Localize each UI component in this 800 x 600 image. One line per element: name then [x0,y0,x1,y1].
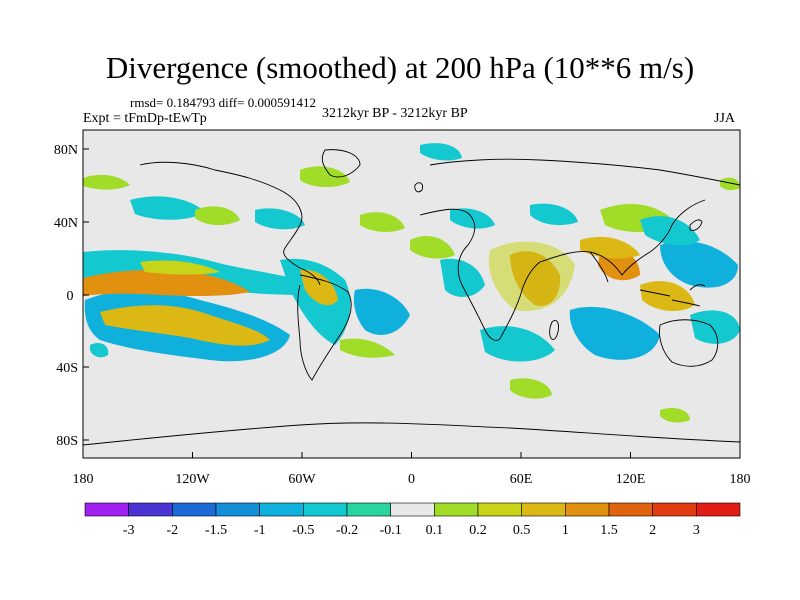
yellow-region-africa [488,241,575,311]
teal-region-south-pacific-west [690,310,740,344]
green-region-southern-ocean-east [660,408,690,423]
x-tick-label: 60E [510,472,533,487]
teal-region-south-atlantic [353,288,410,335]
teal-region-north-america [255,208,305,230]
colorbar-swatch [477,502,522,517]
teal-region-atlantic [280,258,351,345]
colorbar-label: -1 [254,523,266,538]
teal-region-north-pacific [130,196,205,220]
x-tick-label: 120W [175,472,210,487]
colorbar-label: -0.5 [292,523,314,538]
colorbar-label: 1 [562,523,569,538]
x-tick-label: 180 [73,472,94,487]
teal-region-asia [530,203,578,226]
teal-region-south-indian [480,326,555,362]
green-region-arctic-east [720,177,740,191]
colorbar-label: -1.5 [205,523,227,538]
colorbar-swatch [434,502,479,517]
colorbar-swatch [84,502,129,517]
y-tick-label: 0 [67,289,74,304]
x-tick-label: 0 [408,472,415,487]
teal-region-africa [440,258,485,297]
colorbar-swatch [652,502,697,517]
coastlines [83,149,740,446]
colorbar-swatch [172,502,217,517]
y-ticks [83,148,89,441]
colorbar-label: -0.2 [336,523,358,538]
colorbar-label: 3 [693,523,700,538]
colorbar-label: 2 [649,523,656,538]
colorbar-swatch [259,502,304,517]
colorbar-swatch [565,502,610,517]
colorbar-label: -0.1 [380,523,402,538]
x-ticks [82,452,741,458]
y-tick-label: 40S [56,361,78,376]
colorbar-label: 0.2 [469,523,487,538]
teal-region-indian-ocean [569,306,660,360]
colorbar-swatch [346,502,391,517]
y-tick-label: 80S [56,434,78,449]
chart-title: Divergence (smoothed) at 200 hPa (10**6 … [105,50,695,85]
green-region-arctic-west [83,174,130,190]
season-label: JJA [714,111,736,126]
period-label: 3212kyr BP - 3212kyr BP [322,106,468,121]
colorbar-swatch [303,502,348,517]
y-tick-label: 40N [54,216,78,231]
green-region-southern-ocean [510,378,552,399]
x-tick-label: 180 [730,472,751,487]
orange-band-pacific-south [100,305,270,346]
colorbar-label: 1.5 [600,523,618,538]
colorbar-swatch [608,502,653,517]
colorbar-label: -2 [166,523,178,538]
colorbar-label: -3 [123,523,135,538]
rmsd-diff-stats: rmsd= 0.184793 diff= 0.000591412 [130,95,316,110]
colorbar: -3 -2 -1.5 -1 -0.5 -0.2 -0.1 0.1 0.2 0.5 1 1.5 2 3 [84,502,741,538]
yellow-region-atlantic [300,269,338,306]
colorbar-swatch [128,502,173,517]
colorbar-label: 0.1 [426,523,444,538]
teal-region-southern-ocean [90,343,109,358]
divergence-field [83,143,740,423]
green-region-greenland [300,166,350,188]
experiment-label: Expt = tFmDp-tEwTp [83,111,207,126]
colorbar-swatch [521,502,566,517]
colorbar-swatch [390,502,435,517]
yellow-region-maritime [640,281,695,312]
yellow-band-pacific-equator [140,260,220,275]
colorbar-swatch [215,502,260,517]
green-region-north-atlantic [360,212,405,232]
orange-band-pacific-equator [83,270,250,296]
colorbar-swatch [696,502,741,517]
green-region-north-pacific [195,206,240,226]
colorbar-label: 0.5 [513,523,531,538]
teal-region-arctic [420,143,462,161]
x-tick-label: 60W [288,472,316,487]
teal-region-west-pacific [660,241,738,288]
x-tick-label: 120E [616,472,646,487]
y-tick-label: 80N [54,143,78,158]
teal-region-east-asia [640,216,700,246]
green-region-south-atlantic [340,338,395,358]
green-region-west-africa [410,235,455,259]
